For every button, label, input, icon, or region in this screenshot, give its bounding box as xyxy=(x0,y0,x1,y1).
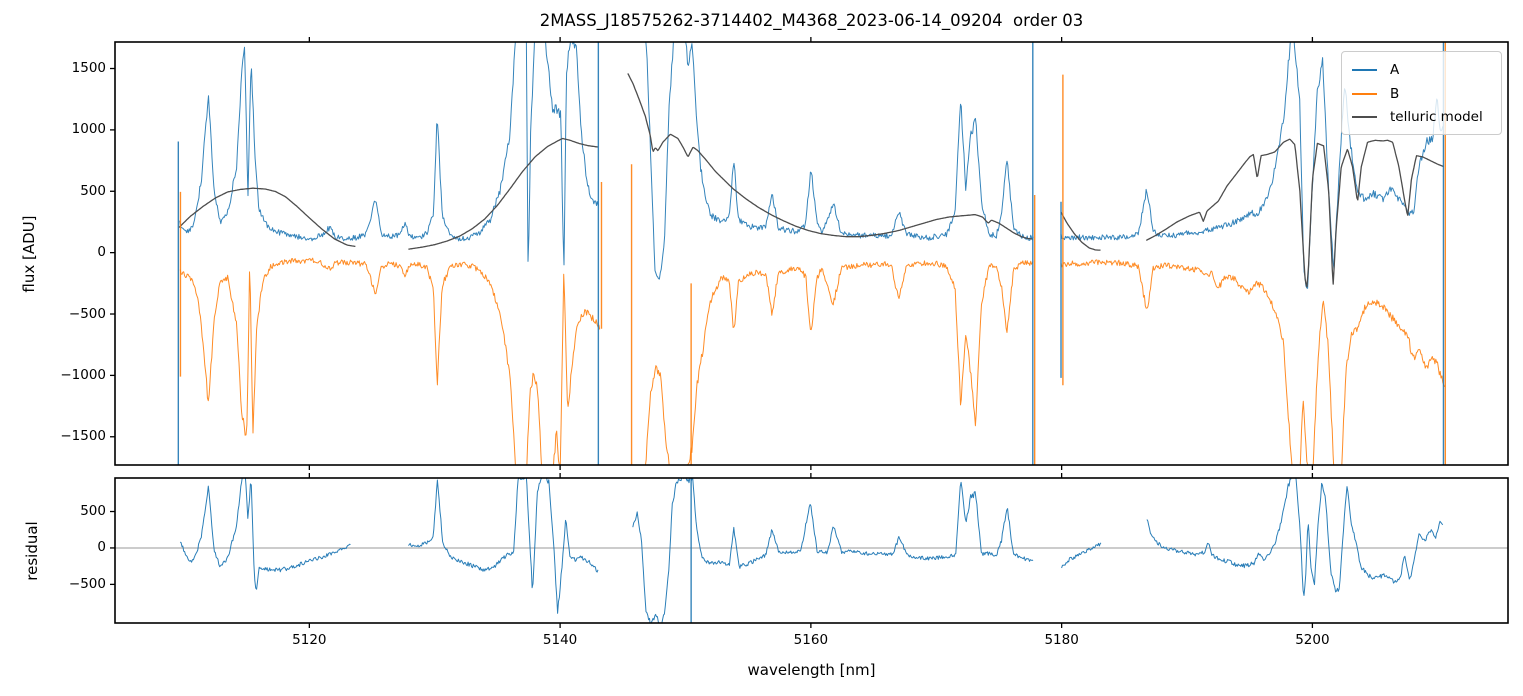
y-tick-label-residual: −500 xyxy=(68,575,106,592)
y-tick-label-main: −1500 xyxy=(60,428,106,445)
legend-line-b xyxy=(1352,92,1377,95)
legend-label-b: B xyxy=(1390,85,1400,102)
y-tick-label-residual: 0 xyxy=(97,539,106,556)
series-telluric-model-line xyxy=(178,73,1445,288)
y-tick-label-main: 1500 xyxy=(71,60,106,76)
series-A-line xyxy=(179,42,1444,289)
legend-item-a: A xyxy=(1352,59,1491,81)
legend: A B telluric model xyxy=(1341,51,1502,135)
panel-frame-residual xyxy=(114,477,1509,624)
x-tick-label: 5200 xyxy=(1295,632,1330,648)
legend-line-telluric-model xyxy=(1352,116,1377,118)
panel-frame-main xyxy=(114,41,1509,466)
legend-line-a xyxy=(1352,69,1377,71)
plot-title: 2MASS_J18575262-3714402_M4368_2023-06-14… xyxy=(539,11,1084,30)
y-tick-label-main: 1000 xyxy=(71,121,106,138)
series-residual-line xyxy=(179,478,1444,623)
legend-item-telluric: telluric model xyxy=(1352,106,1491,128)
y-tick-label-main: 500 xyxy=(80,182,106,199)
x-tick-label: 5140 xyxy=(542,632,578,648)
x-tick-label: 5180 xyxy=(1044,632,1079,648)
y-tick-label-main: 0 xyxy=(97,244,106,261)
legend-label-telluric-model: telluric model xyxy=(1390,109,1483,125)
wavelength-axis-label: wavelength [nm] xyxy=(747,661,876,679)
x-tick-label: 5160 xyxy=(793,632,829,648)
y-tick-label-residual: 500 xyxy=(80,503,106,520)
y-tick-label-main: −1000 xyxy=(60,366,106,383)
y-tick-label-main: −500 xyxy=(68,305,106,322)
legend-label-a: A xyxy=(1390,62,1400,78)
legend-item-b: B xyxy=(1352,83,1491,105)
series-B-line xyxy=(179,257,1446,465)
x-tick-label: 5120 xyxy=(292,632,327,648)
